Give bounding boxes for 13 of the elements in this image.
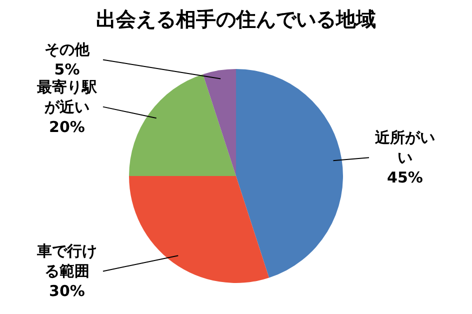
pie-slice xyxy=(202,69,236,176)
slice-label: 車で行ける範囲 xyxy=(36,242,97,280)
pie-slice xyxy=(129,74,236,176)
data-label: 45% xyxy=(387,168,423,187)
pie-slice xyxy=(236,69,343,278)
data-label: 5% xyxy=(54,60,80,79)
pie-slice xyxy=(129,176,270,283)
slice-label: 近所がいい xyxy=(374,128,435,167)
data-label: 20% xyxy=(49,118,85,136)
chart-title: 出会える相手の住んでいる地域 xyxy=(96,7,376,31)
data-label: 30% xyxy=(49,282,85,300)
slice-label: その他 xyxy=(44,40,90,59)
slice-label: 最寄り駅が近い xyxy=(36,78,98,116)
